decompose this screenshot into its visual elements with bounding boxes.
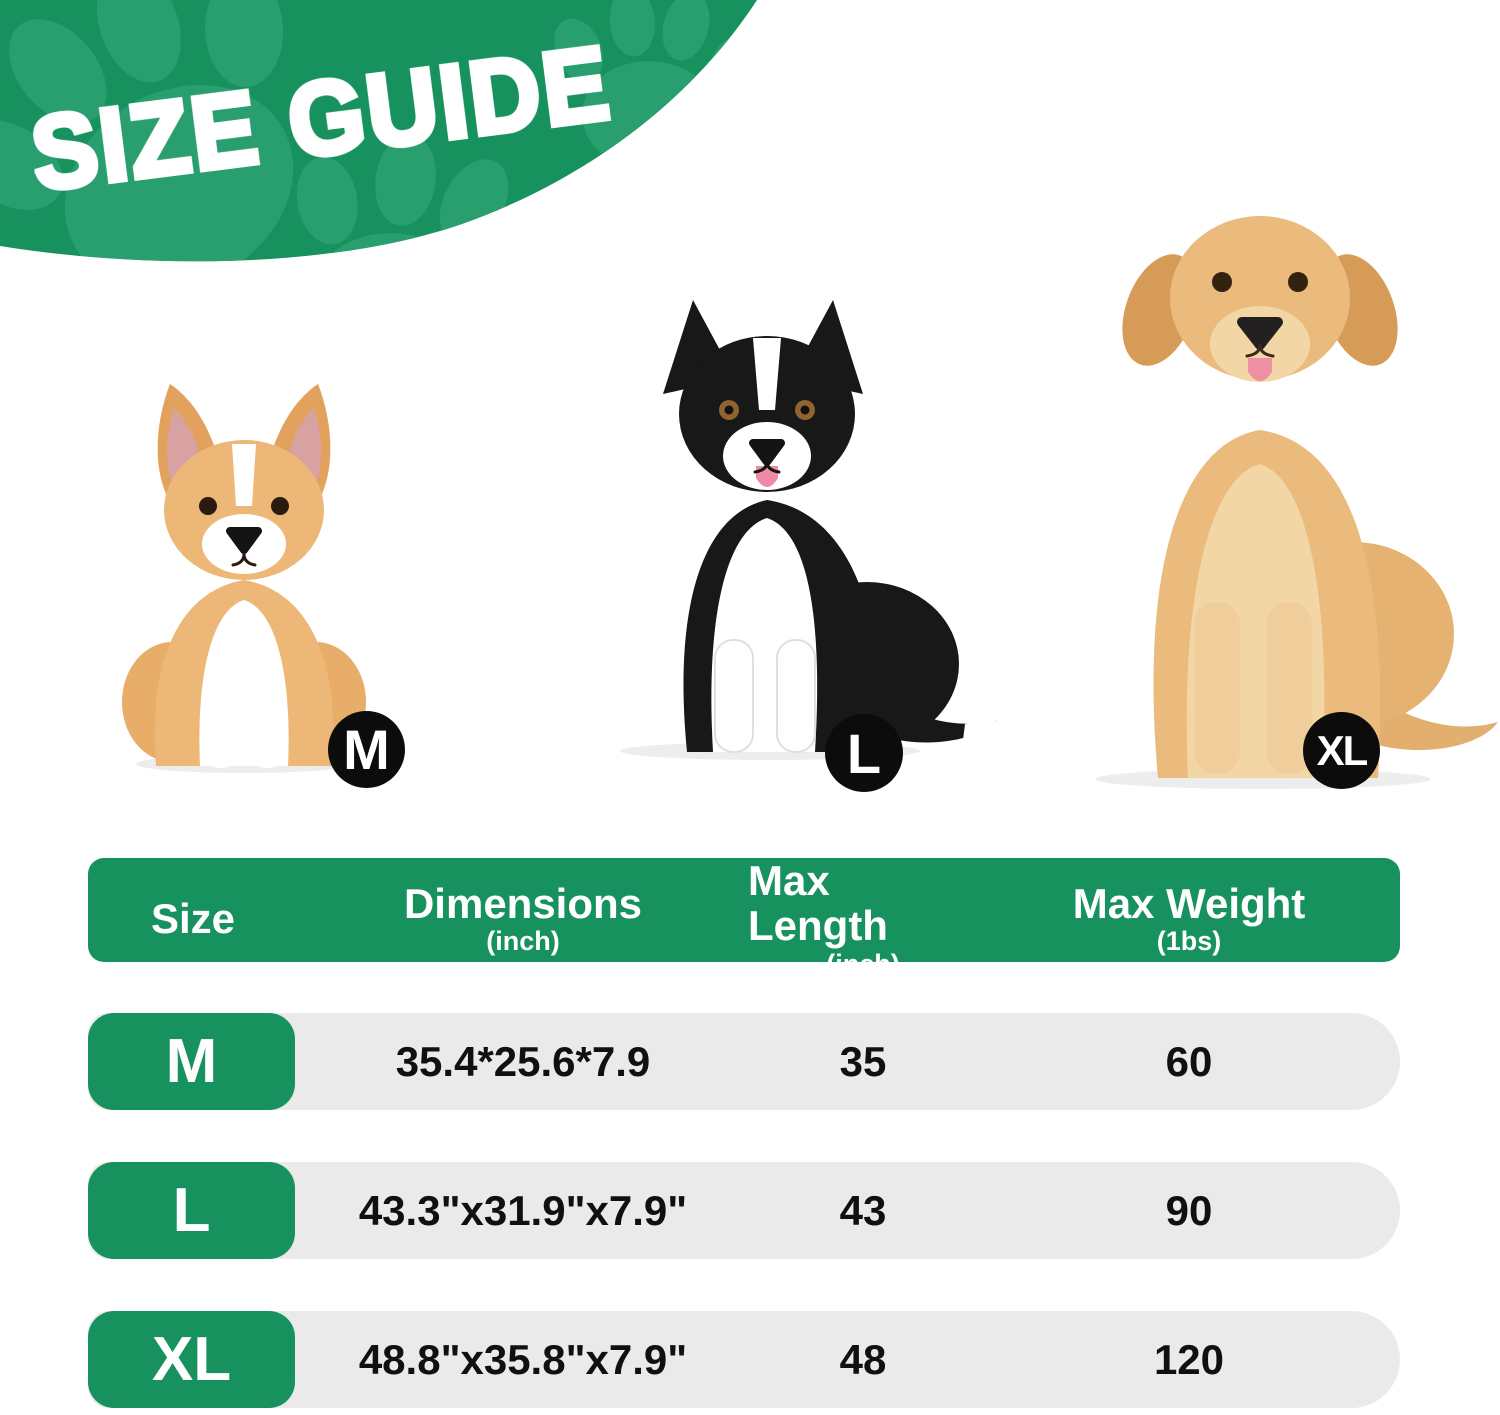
- corgi-illustration: [122, 384, 366, 773]
- max-length-cell: 35: [839, 1037, 887, 1085]
- border-collie-illustration: [620, 300, 997, 760]
- max-weight-cell: 120: [1153, 1335, 1225, 1383]
- table-row-xl: XL 48.8"x35.8"x7.9" 48 120: [88, 1311, 1400, 1408]
- column-label: Size: [150, 894, 236, 942]
- table-row-l: L 43.3"x31.9"x7.9" 43 90: [88, 1162, 1400, 1259]
- column-header-dimensions: Dimensions (inch): [298, 879, 748, 957]
- dimensions-cell: 35.4*25.6*7.9: [395, 1037, 651, 1085]
- dimensions-cell: 43.3"x31.9"x7.9": [358, 1186, 688, 1234]
- column-header-size: Size: [88, 894, 298, 942]
- table-header-row: Size Dimensions (inch) Max Length (inch)…: [88, 858, 1400, 978]
- size-cell: XL: [88, 1311, 295, 1408]
- size-cell: M: [88, 1013, 295, 1110]
- column-header-max-length: Max Length (inch): [748, 858, 978, 979]
- column-label: Max Length: [748, 857, 888, 950]
- badge-size-l: L: [825, 714, 903, 792]
- column-header-max-weight: Max Weight (1bs): [978, 879, 1400, 957]
- column-sublabel: (inch): [826, 948, 900, 979]
- max-weight-cell: 90: [1165, 1186, 1213, 1234]
- max-length-cell: 48: [839, 1335, 887, 1383]
- corgi-photo: [118, 378, 370, 774]
- column-sublabel: (inch): [486, 926, 560, 957]
- header-banner: [0, 0, 757, 262]
- table-row-m: M 35.4*25.6*7.9 35 60: [88, 1013, 1400, 1110]
- border-collie-photo: [575, 292, 1005, 760]
- size-cell: L: [88, 1162, 295, 1259]
- dimensions-cell: 48.8"x35.8"x7.9": [358, 1335, 688, 1383]
- column-label: Dimensions: [403, 879, 643, 927]
- golden-retriever-photo: [1048, 182, 1500, 790]
- column-sublabel: (1bs): [1156, 926, 1222, 957]
- size-table: Size Dimensions (inch) Max Length (inch)…: [88, 858, 1400, 1408]
- max-weight-cell: 60: [1165, 1037, 1213, 1085]
- max-length-cell: 43: [839, 1186, 887, 1234]
- badge-size-xl: XL: [1303, 712, 1380, 789]
- golden-retriever-illustration: [1095, 216, 1498, 789]
- badge-size-m: M: [328, 711, 405, 788]
- column-label: Max Weight: [1072, 879, 1306, 927]
